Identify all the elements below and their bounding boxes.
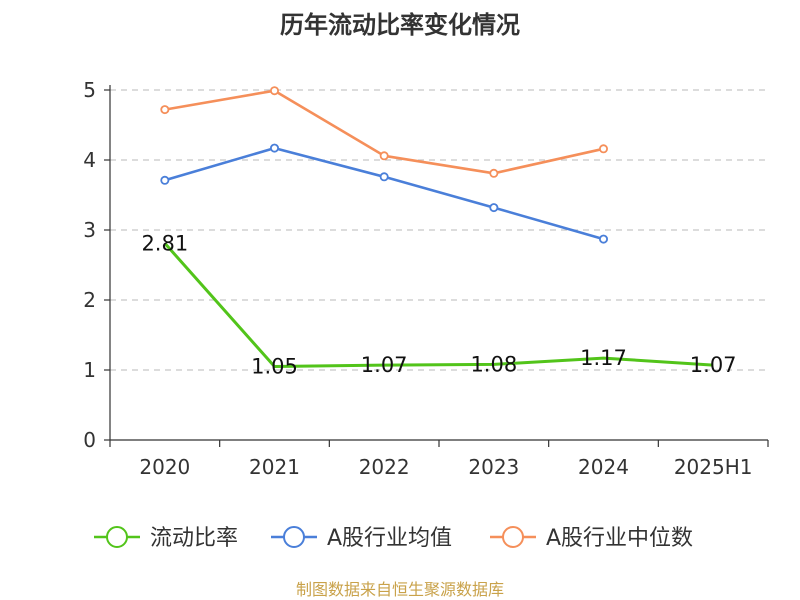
data-label-0: 2.81 (141, 231, 188, 255)
y-tick-label-4: 4 (83, 148, 96, 172)
data-labels: 2.81 1.05 1.07 1.08 1.17 1.07 (141, 231, 736, 378)
legend-marker-0 (106, 526, 128, 548)
y-tick-label-3: 3 (83, 218, 96, 242)
data-label-2: 1.07 (361, 353, 408, 377)
series-1-point-3 (489, 203, 499, 213)
y-tick-label-5: 5 (83, 78, 96, 102)
y-tick-label-1: 1 (83, 358, 96, 382)
series-1-point-1 (269, 143, 279, 153)
series-line-1 (164, 146, 604, 241)
y-tick-label-0: 0 (83, 428, 96, 452)
series-2-point-3 (489, 168, 499, 178)
legend-label-0: 流动比率 (150, 526, 238, 551)
series-layer (160, 86, 714, 368)
legend: 流动比率 A股行业均值 A股行业中位数 (94, 526, 693, 551)
grid-lines (110, 89, 768, 371)
legend-label-1: A股行业均值 (327, 526, 452, 551)
x-tick-label-1: 2021 (249, 455, 300, 479)
legend-marker-1 (283, 526, 305, 548)
series-1-point-4 (599, 234, 609, 244)
axes: 0 1 2 3 4 5 2020 2021 2022 2023 2024 2025H1 (83, 78, 769, 479)
x-tick-label-4: 2024 (578, 455, 629, 479)
x-tick-label-2: 2022 (359, 455, 410, 479)
data-label-4: 1.17 (580, 346, 627, 370)
series-line-0 (163, 242, 714, 368)
chart-title: 历年流动比率变化情况 (280, 11, 520, 39)
x-tick-label-3: 2023 (468, 455, 519, 479)
series-1-point-0 (160, 175, 170, 185)
data-label-3: 1.08 (470, 352, 517, 376)
x-tick-label-5: 2025H1 (674, 455, 753, 479)
series-2-point-4 (599, 144, 609, 154)
data-label-1: 1.05 (251, 355, 298, 379)
y-tick-label-2: 2 (83, 288, 96, 312)
series-1-point-2 (379, 172, 389, 182)
legend-label-2: A股行业中位数 (546, 526, 693, 551)
series-2-point-1 (269, 86, 279, 96)
data-label-5: 1.07 (690, 353, 737, 377)
series-2-point-0 (160, 105, 170, 115)
x-tick-label-0: 2020 (139, 455, 190, 479)
legend-marker-2 (502, 526, 524, 548)
series-2-point-2 (379, 151, 389, 161)
source-note: 制图数据来自恒生聚源数据库 (296, 580, 504, 599)
